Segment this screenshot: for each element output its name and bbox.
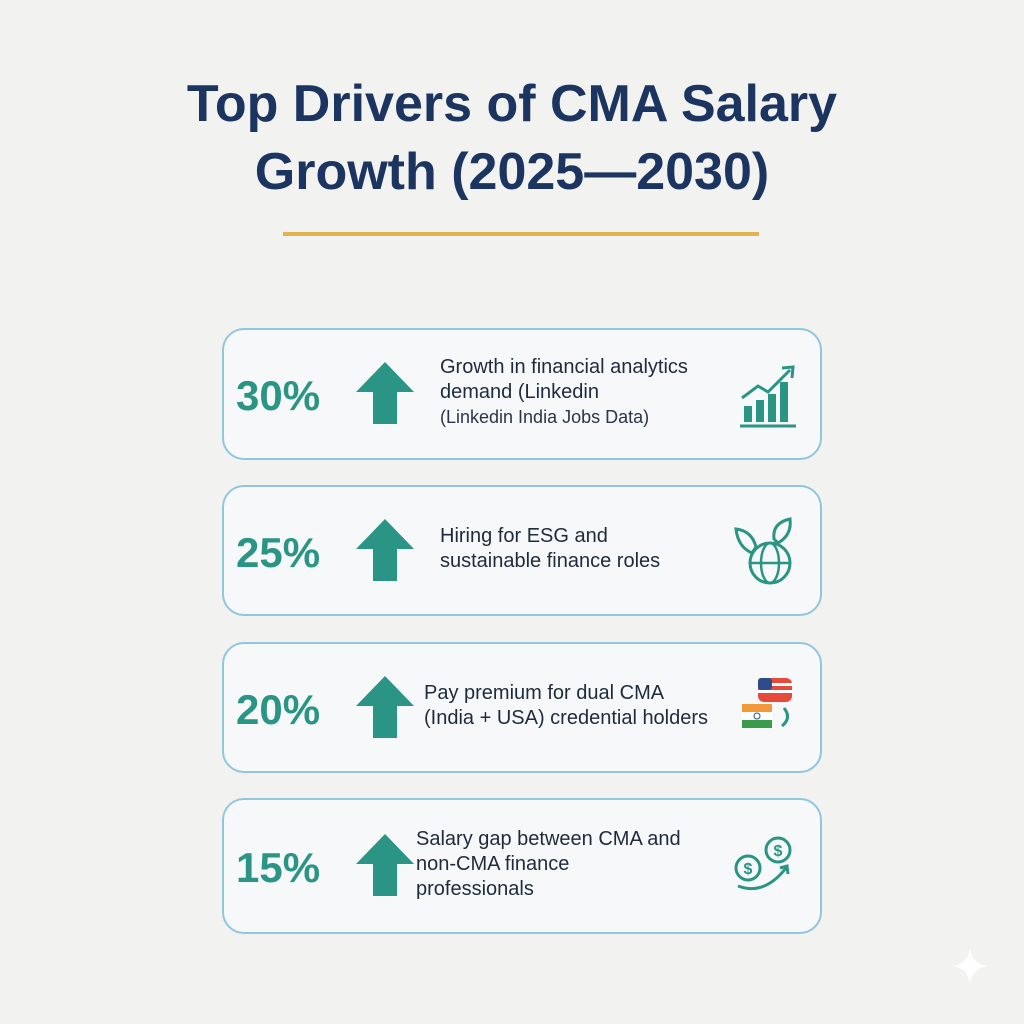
svg-text:$: $ bbox=[774, 843, 783, 860]
stat-card: 15% Salary gap between CMA and non-CMA fin… bbox=[222, 798, 822, 934]
svg-text:$: $ bbox=[744, 861, 753, 878]
up-arrow bbox=[356, 362, 414, 429]
stat-value: 15% bbox=[236, 844, 321, 891]
title-line: Growth (2025—2030) bbox=[254, 143, 770, 201]
icon bbox=[736, 674, 800, 739]
description: Hiring for ESG and sustainable finance ro… bbox=[440, 524, 660, 574]
description: Pay premium for dual CMA (India + USA) cr… bbox=[424, 681, 708, 731]
stat-card: 30% Growth in financial analytics demand (… bbox=[222, 328, 822, 460]
stat-value: 30% bbox=[236, 372, 321, 419]
sparkle bbox=[952, 948, 988, 984]
description-line: Salary gap between CMA and bbox=[416, 827, 681, 850]
icon bbox=[730, 516, 800, 594]
icon: $ $ bbox=[730, 832, 800, 903]
description-line: Hiring for ESG and bbox=[440, 524, 608, 547]
description: Salary gap between CMA and non-CMA financ… bbox=[416, 827, 681, 902]
description-line: Pay premium for dual CMA bbox=[424, 681, 665, 704]
source-note: (Linkedin India Jobs Data) bbox=[440, 406, 650, 427]
description-line: professionals bbox=[416, 877, 534, 900]
stat-card: 25% Hiring for ESG and sustainable finance… bbox=[222, 485, 822, 616]
up-arrow bbox=[356, 675, 414, 743]
description-line: sustainable finance roles bbox=[440, 549, 661, 572]
description-line: Growth in financial analytics bbox=[440, 355, 688, 378]
divider bbox=[283, 232, 759, 236]
description-line: (India + USA) credential holders bbox=[424, 706, 709, 729]
stat-value: 20% bbox=[236, 685, 321, 733]
description-line: non-CMA finance bbox=[416, 852, 570, 875]
icon bbox=[736, 360, 800, 435]
title-line: Top Drivers of CMA Salary bbox=[186, 75, 838, 133]
up-arrow bbox=[356, 834, 414, 901]
description-line: demand (Linkedin bbox=[440, 380, 599, 403]
stat-value: 25% bbox=[236, 528, 321, 576]
stat-card: 20% Pay premium for dual CMA (India + USA)… bbox=[222, 642, 822, 773]
description: Growth in financial analytics demand (Lin… bbox=[440, 355, 688, 430]
up-arrow bbox=[356, 518, 414, 586]
